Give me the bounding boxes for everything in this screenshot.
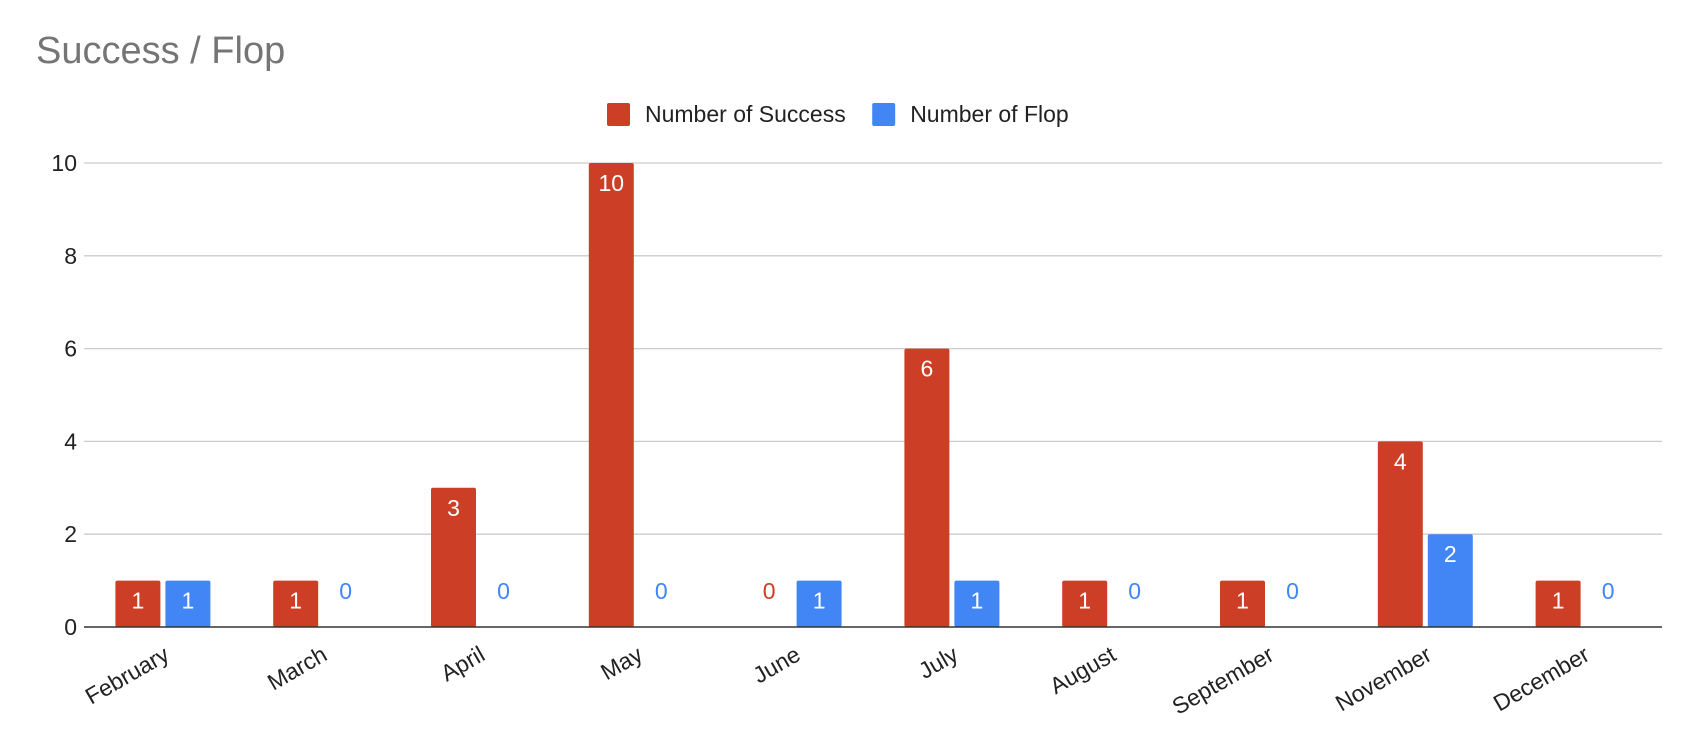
- data-label: 0: [1286, 578, 1299, 604]
- bar-success: [904, 348, 950, 627]
- y-tick-label: 6: [64, 336, 77, 362]
- bar-success: [588, 163, 634, 627]
- bar-success: [1535, 580, 1581, 627]
- legend-label: Number of Success: [645, 101, 846, 127]
- y-tick-label: 4: [64, 428, 77, 454]
- bar-success: [115, 580, 161, 627]
- y-tick-label: 2: [64, 521, 77, 547]
- x-tick-label: November: [1331, 641, 1436, 717]
- y-tick-label: 10: [51, 150, 77, 176]
- x-tick-label: September: [1168, 641, 1279, 720]
- bar-success: [273, 580, 319, 627]
- x-tick-label: June: [748, 641, 804, 688]
- data-label: 4: [1394, 448, 1407, 474]
- bar-success: [1062, 580, 1108, 627]
- bar-flop: [796, 580, 842, 627]
- y-tick-label: 0: [64, 614, 77, 640]
- data-label: 1: [132, 588, 145, 614]
- legend-label: Number of Flop: [910, 101, 1069, 127]
- data-label: 0: [1128, 578, 1141, 604]
- data-label: 0: [655, 578, 668, 604]
- data-label: 6: [921, 356, 934, 382]
- x-tick-label: February: [81, 641, 174, 710]
- bar-flop: [954, 580, 1000, 627]
- data-label: 1: [1236, 588, 1249, 614]
- x-tick-label: August: [1045, 641, 1121, 700]
- chart-title: Success / Flop: [36, 30, 286, 72]
- x-tick-label: December: [1489, 641, 1594, 717]
- data-label: 10: [599, 170, 625, 196]
- data-label: 1: [1078, 588, 1091, 614]
- bar-success: [1377, 441, 1423, 627]
- x-tick-label: March: [263, 641, 331, 695]
- x-tick-label: July: [914, 641, 963, 684]
- data-label: 1: [289, 588, 302, 614]
- data-label: 2: [1444, 541, 1457, 567]
- legend-swatch: [872, 103, 896, 126]
- data-label: 1: [971, 588, 984, 614]
- bar-success: [1220, 580, 1265, 627]
- bar-flop: [165, 580, 211, 627]
- y-axis: 0 2 4 6 8 10: [51, 150, 77, 640]
- bars: [115, 163, 1581, 627]
- data-label: 3: [447, 495, 460, 521]
- bar-flop: [1427, 534, 1473, 627]
- y-tick-label: 8: [64, 243, 77, 269]
- bar-success: [431, 487, 476, 627]
- data-label: 1: [1552, 588, 1565, 614]
- data-label: 0: [763, 578, 776, 604]
- x-axis: February March April May June July August Septe…: [81, 626, 1662, 720]
- data-label: 0: [339, 578, 352, 604]
- legend-swatch: [607, 103, 630, 126]
- legend: Number of Success Number of Flop: [607, 101, 1069, 127]
- gridlines: [84, 162, 1662, 535]
- data-label: 1: [813, 588, 826, 614]
- x-tick-label: May: [596, 641, 647, 685]
- x-tick-label: April: [436, 641, 489, 687]
- data-label: 0: [497, 578, 510, 604]
- data-label: 0: [1602, 578, 1615, 604]
- data-label: 1: [182, 588, 195, 614]
